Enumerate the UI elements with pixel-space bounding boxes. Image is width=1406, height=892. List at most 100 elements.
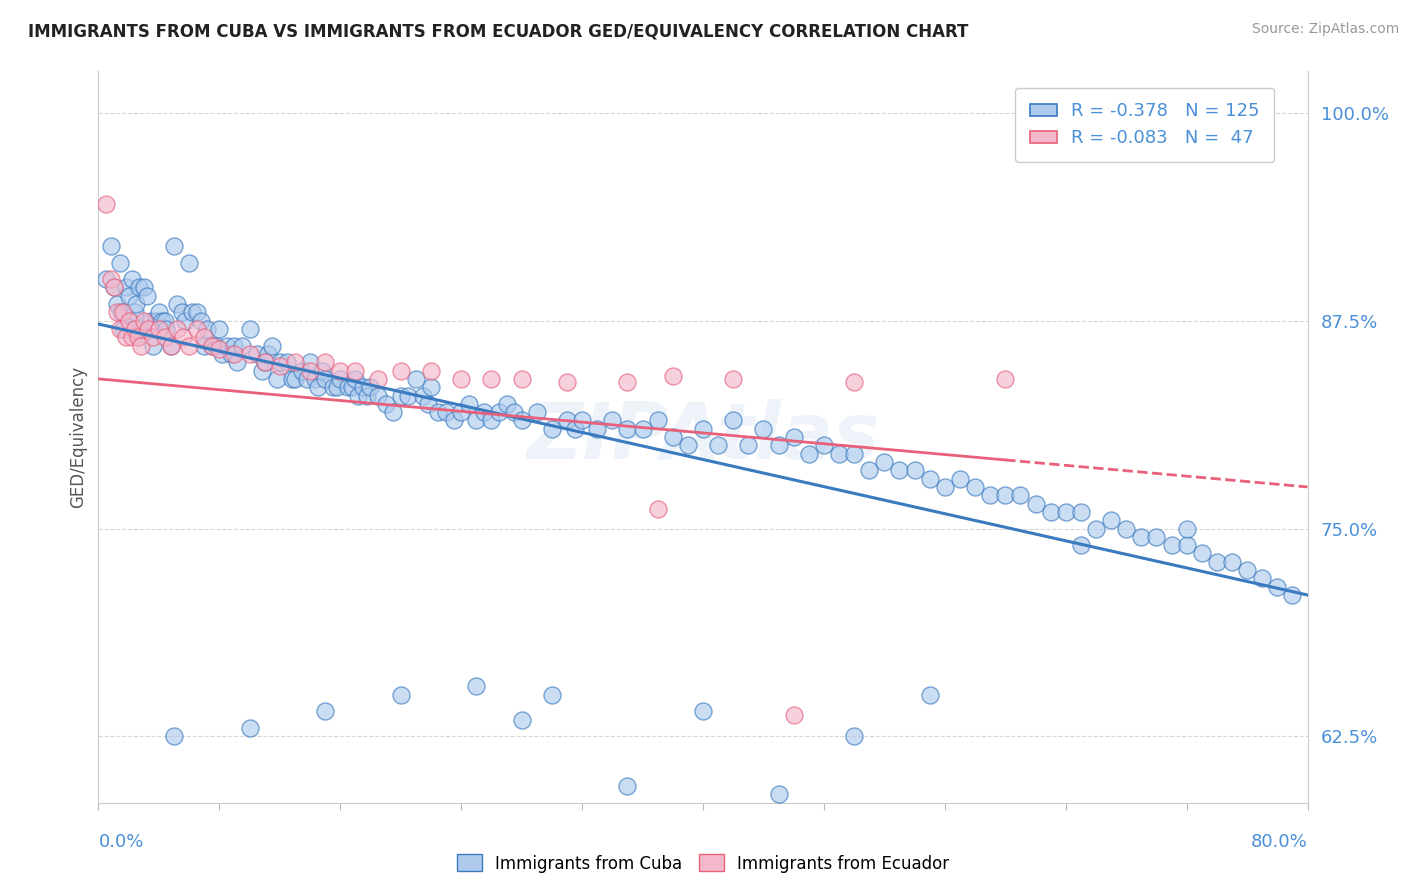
Point [616,375,638,389]
Point [1281,588,1303,602]
Point [873,455,896,469]
Point [136,322,159,336]
Point [173,314,195,328]
Point [166,297,188,311]
Point [813,438,835,452]
Point [427,405,450,419]
Point [155,322,177,336]
Point [450,372,472,386]
Point [314,372,336,386]
Point [226,355,249,369]
Point [100,239,122,253]
Point [465,680,488,694]
Point [142,338,165,352]
Point [231,338,253,352]
Point [129,322,152,336]
Point [145,314,167,328]
Point [488,405,510,419]
Point [412,388,434,402]
Point [692,821,714,835]
Point [284,355,307,369]
Point [904,463,927,477]
Point [1070,505,1092,519]
Point [481,413,503,427]
Point [540,688,562,702]
Point [127,330,149,344]
Point [858,463,880,477]
Point [420,363,443,377]
Point [186,305,208,319]
Point [125,297,148,311]
Point [135,289,157,303]
Point [105,297,128,311]
Point [844,375,866,389]
Point [110,305,132,319]
Point [201,338,224,352]
Point [163,239,186,253]
Point [481,372,503,386]
Point [201,338,224,352]
Legend: R = -0.378   N = 125, R = -0.083   N =  47: R = -0.378 N = 125, R = -0.083 N = 47 [1015,87,1274,161]
Point [472,405,495,419]
Point [540,422,562,436]
Point [224,338,246,352]
Point [1054,505,1077,519]
Point [979,488,1001,502]
Point [1267,580,1289,594]
Point [122,322,145,336]
Text: Source: ZipAtlas.com: Source: ZipAtlas.com [1251,22,1399,37]
Point [132,314,155,328]
Point [783,430,806,444]
Text: 0.0%: 0.0% [98,833,143,851]
Point [246,347,269,361]
Point [344,363,367,377]
Text: IMMIGRANTS FROM CUBA VS IMMIGRANTS FROM ECUADOR GED/EQUIVALENCY CORRELATION CHAR: IMMIGRANTS FROM CUBA VS IMMIGRANTS FROM … [28,22,969,40]
Point [360,380,382,394]
Point [118,314,141,328]
Point [616,422,638,436]
Point [1206,555,1229,569]
Point [153,314,176,328]
Point [132,280,155,294]
Point [153,330,176,344]
Point [100,272,122,286]
Point [172,330,194,344]
Legend: Immigrants from Cuba, Immigrants from Ecuador: Immigrants from Cuba, Immigrants from Ec… [450,847,956,880]
Point [443,413,465,427]
Point [141,314,163,328]
Point [1010,488,1032,502]
Point [160,338,183,352]
Point [526,405,548,419]
Point [269,355,291,369]
Point [1160,538,1182,552]
Point [111,305,134,319]
Point [555,375,578,389]
Point [918,472,941,486]
Point [631,422,654,436]
Point [367,372,389,386]
Point [768,788,790,802]
Point [193,338,215,352]
Point [661,430,683,444]
Point [347,388,370,402]
Point [94,272,117,286]
Point [661,368,683,383]
Point [336,380,359,394]
Point [676,438,699,452]
Point [602,413,624,427]
Point [103,280,125,294]
Point [752,422,775,436]
Point [190,314,212,328]
Point [723,372,745,386]
Point [389,688,412,702]
Point [221,347,243,361]
Point [124,322,146,336]
Point [166,322,188,336]
Point [129,338,152,352]
Point [281,372,304,386]
Point [342,380,364,394]
Point [1236,563,1258,577]
Point [457,397,479,411]
Point [1175,521,1198,535]
Point [108,255,131,269]
